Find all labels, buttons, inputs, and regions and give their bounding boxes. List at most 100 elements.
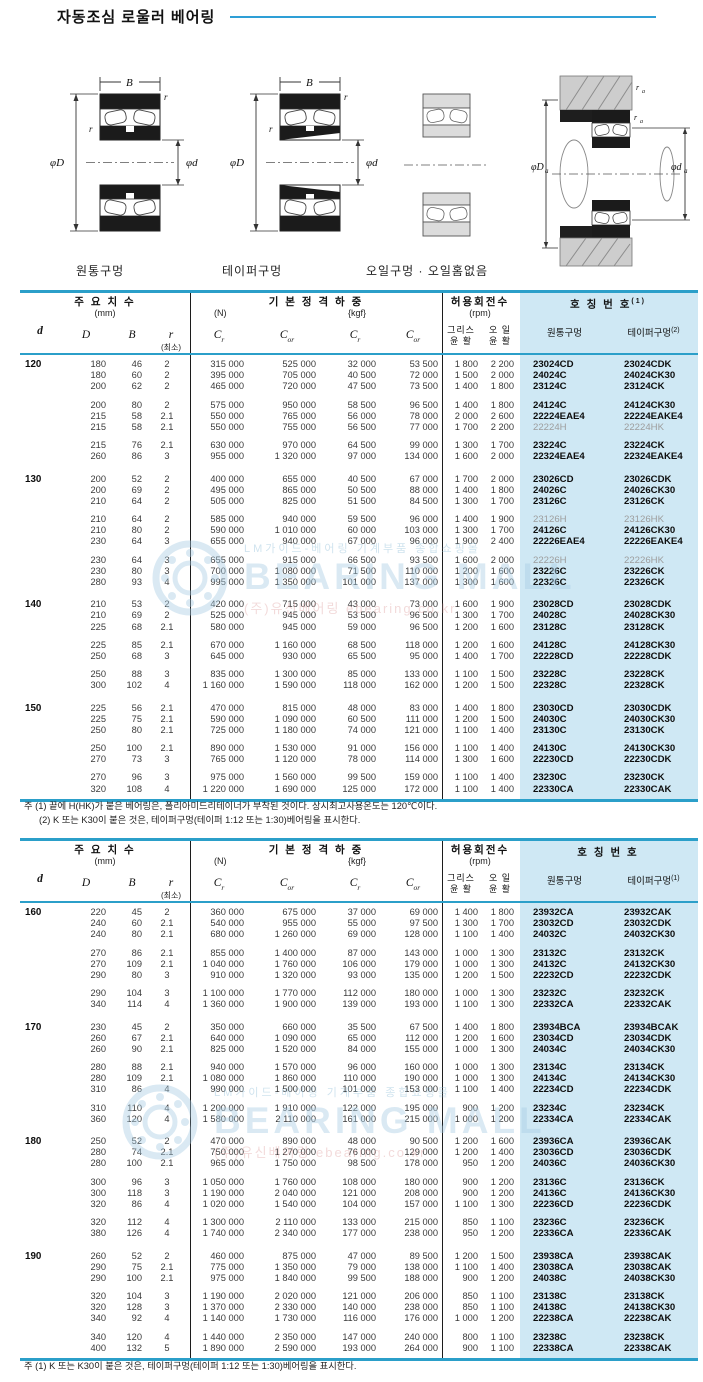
table-cell: 58 [131,410,142,421]
table-row: 280 93 4 995 000 1 350 000 101 000 137 000 1 30… [20,577,698,588]
part-number-cylindrical: 23224C [533,440,567,452]
table-cell: 1 100 [454,1198,478,1209]
table-cell: 56 500 [347,421,376,432]
svg-text:r: r [269,124,273,134]
table-cell: 1 520 000 [274,1043,316,1054]
table-cell: 1 300 [490,1043,514,1054]
table-cell: 60 500 [347,713,376,724]
part-number-tapered: 23934BCAK [624,1021,679,1033]
table-cell: 1 840 000 [274,1272,316,1283]
table-cell: 56 [131,702,142,713]
col-D: D [81,329,91,341]
part-number-tapered: 22236CDK [624,1198,672,1210]
bore-diameter-label [20,714,60,725]
table-cell: 110 000 [343,1073,376,1084]
bore-diameter-label [20,566,60,577]
table-row: 320 104 3 1 190 000 2 020 000 121 000 206 000 8… [20,1291,698,1302]
table-cell: 98 500 [347,1158,376,1169]
table-cell: 2.1 [160,1062,174,1073]
part-number-tapered: 23234CK [624,1102,665,1114]
part-number-cylindrical: 23126H [533,514,567,526]
table-cell: 4 [164,1198,170,1209]
table-cell: 815 000 [282,702,316,713]
table-row: 300 118 3 1 190 000 2 040 000 121 000 208 000 9… [20,1188,698,1199]
row-block: 340 120 4 1 440 000 2 350 000 147 000 240 000 8… [20,1332,698,1354]
part-number-tapered: 22224HK [624,421,665,433]
rpm-title: 허용회전수 [450,844,510,856]
part-number-cylindrical: 22236CD [533,1198,574,1210]
table-cell: 1 400 000 [274,947,316,958]
table-cell: 2 590 000 [274,1342,316,1353]
figure-caption-cylindrical: 원통구멍 [76,264,125,278]
table-cell: 200 [90,473,106,484]
table-cell: 43 000 [347,599,376,610]
table-cell: 157 000 [404,1198,438,1209]
table-cell: 180 [90,359,106,369]
table-cell: 930 000 [282,650,316,661]
table-cell: 64 [131,536,142,547]
table-cell: 86 [131,1084,142,1095]
table-cell: 80 [131,724,142,735]
table-cell: 900 [462,1187,478,1198]
table-cell: 73 500 [409,381,438,392]
table-cell: 59 500 [347,514,376,525]
table-cell: 1 890 000 [202,1342,244,1353]
table-row: 230 64 3 655 000 940 000 67 000 96 000 1 900 2 4… [20,536,698,547]
part-number-tapered: 22234CDK [624,1084,672,1096]
table-cell: 2 [164,1021,170,1032]
table-cell: 85 [131,639,142,650]
table-cell: 1 200 [454,713,478,724]
part-number-tapered: 23128CK [624,621,665,633]
table-cell: 180 [90,370,106,381]
part-number-cylindrical: 23036CD [533,1147,574,1159]
bore-diameter-label [20,784,60,795]
table-cell: 3 [164,969,170,980]
part-number-cylindrical: 24036C [533,1158,567,1170]
part-number-cylindrical: 24032C [533,929,567,941]
table-cell: 1 000 [454,1062,478,1073]
table-cell: 2 000 [454,410,478,421]
part-number-tapered: 23024CDK [624,359,672,370]
bore-diameter-label [20,1188,60,1199]
table-cell: 86 [131,947,142,958]
part-number-highlight-band [520,293,698,799]
table-cell: 1 300 [490,947,514,958]
part-number-cylindrical: 23032CD [533,918,574,930]
table-cell: 206 000 [404,1291,438,1302]
table-cell: 135 000 [404,969,438,980]
table-cell: 675 000 [282,907,316,917]
svg-text:B: B [126,77,133,89]
table-cell: 1 000 [454,1043,478,1054]
part-number-cylindrical: 24030C [533,713,567,725]
table-cell: 270 [90,958,106,969]
table-cell: 855 000 [210,947,244,958]
table-cell: 1 100 000 [202,988,244,999]
part-number-cylindrical: 22226H [533,554,567,566]
bore-diameter-group-140: 140 210 53 2 420 000 715 000 43 000 73 000 1 600… [20,599,698,691]
table-cell: 1 040 000 [202,958,244,969]
table-cell: 2.1 [160,621,174,632]
table-cell: 96 500 [409,610,438,621]
table-cell: 108 000 [342,1176,376,1187]
bore-diameter-label [20,1228,60,1239]
table-row: 320 128 3 1 370 000 2 330 000 140 000 238 000 8… [20,1302,698,1313]
table-cell: 950 000 [282,399,316,410]
table-cell: 102 [126,680,142,691]
row-block: 210 64 2 585 000 940 000 59 500 96 000 1 400 1 9… [20,514,698,548]
table-cell: 975 000 [210,772,244,783]
table-cell: 260 [90,1032,106,1043]
part-number-cylindrical: 23128C [533,621,567,633]
col-B: B [128,329,136,341]
table-cell: 1 760 000 [274,1176,316,1187]
row-block: 215 76 2.1 630 000 970 000 64 500 99 000 1 300 1… [20,440,698,462]
table-cell: 1 860 000 [274,1073,316,1084]
table-cell: 1 300 000 [202,1217,244,1228]
table-cell: 179 000 [404,958,438,969]
page-title: 자동조심 로울러 베어링 [57,9,216,26]
table-cell: 1 700 [490,650,514,661]
table-row: 180 250 52 2 470 000 890 000 48 000 90 500 1 200… [20,1136,698,1147]
table-cell: 250 [90,1136,106,1146]
bore-diameter-label [20,411,60,422]
part-number-tapered: 24132CK30 [624,958,676,970]
